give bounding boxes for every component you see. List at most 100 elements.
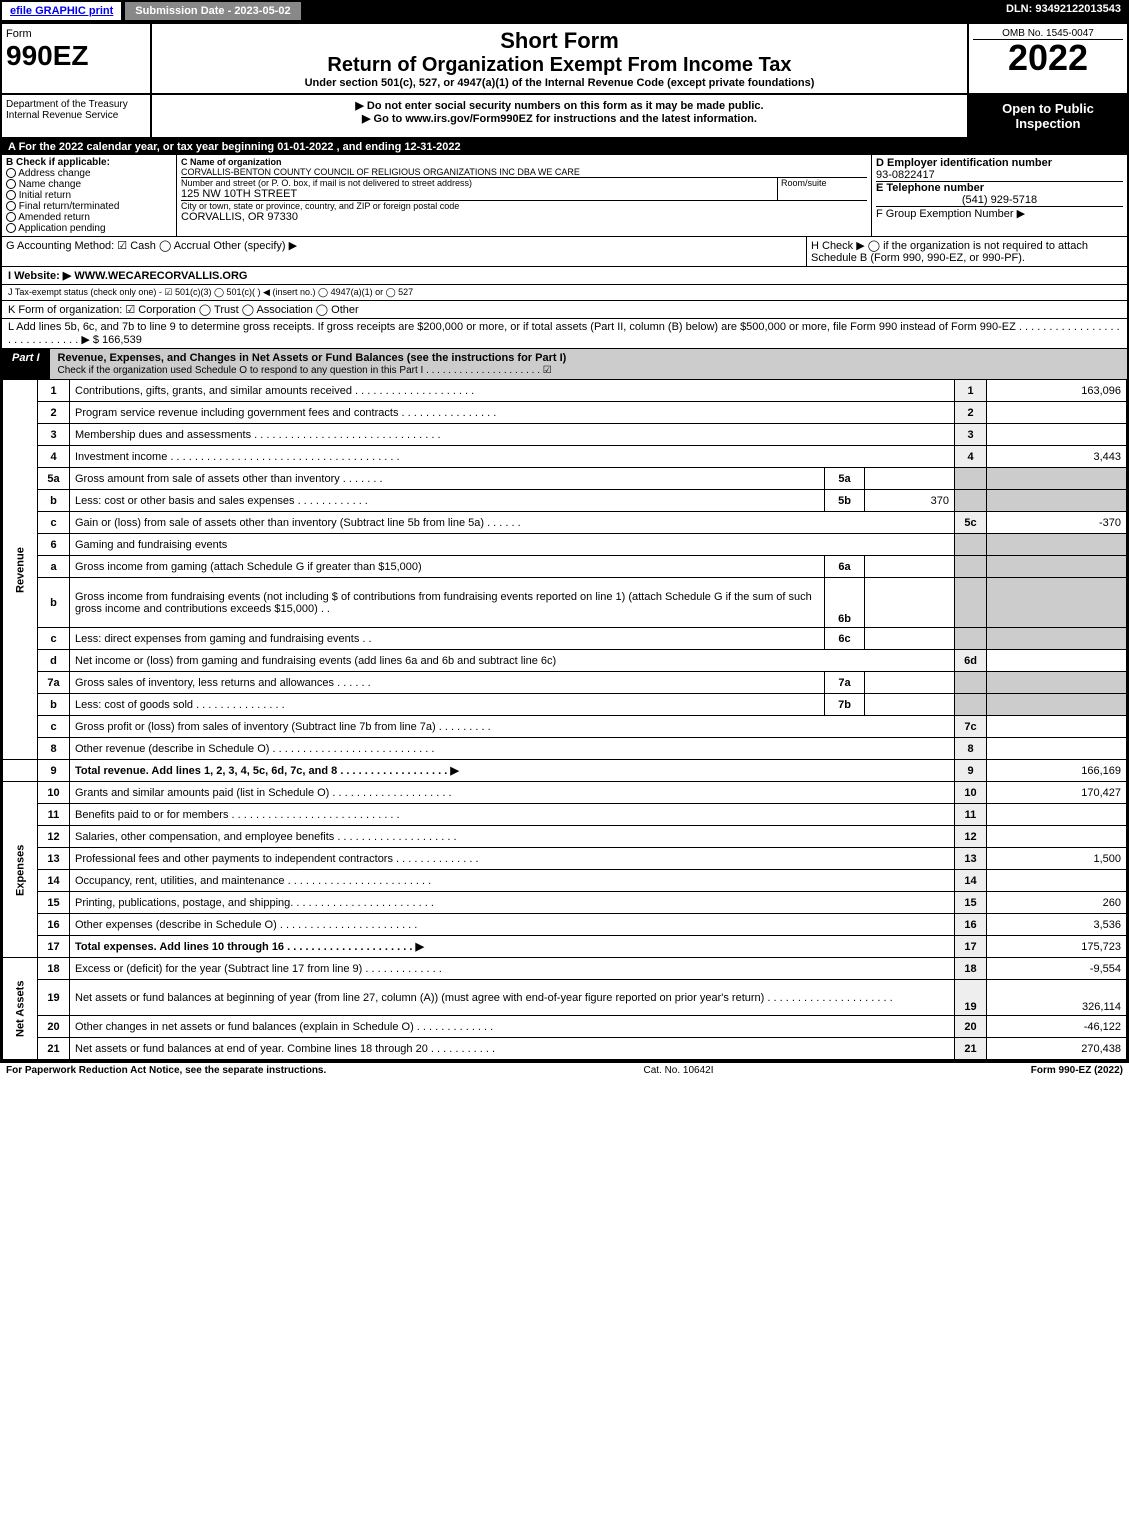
line-i: I Website: ▶ WWW.WECARECORVALLIS.ORG	[2, 267, 1127, 285]
r7b-n: b	[38, 694, 70, 716]
r10-n: 10	[38, 782, 70, 804]
r14-desc: Occupancy, rent, utilities, and maintena…	[70, 870, 955, 892]
r3-desc: Membership dues and assessments . . . . …	[70, 424, 955, 446]
part1-tab: Part I	[2, 349, 50, 379]
r13-n: 13	[38, 848, 70, 870]
ein: 93-0822417	[876, 169, 1123, 181]
r5a-shade1	[955, 468, 987, 490]
r17-desc: Total expenses. Add lines 10 through 16 …	[70, 936, 955, 958]
r6c-desc: Less: direct expenses from gaming and fu…	[70, 628, 825, 650]
r1-ln: 1	[955, 380, 987, 402]
r7a-subamt	[865, 672, 955, 694]
section-def: D Employer identification number 93-0822…	[872, 155, 1127, 236]
r6a-n: a	[38, 556, 70, 578]
r12-desc: Salaries, other compensation, and employ…	[70, 826, 955, 848]
r4-n: 4	[38, 446, 70, 468]
r4-desc: Investment income . . . . . . . . . . . …	[70, 446, 955, 468]
r19-amt: 326,114	[987, 980, 1127, 1016]
r6b-n: b	[38, 578, 70, 628]
r14-n: 14	[38, 870, 70, 892]
c-label: C Name of organization	[181, 157, 867, 167]
r7a-shade2	[987, 672, 1127, 694]
r15-amt: 260	[987, 892, 1127, 914]
subtitle: Under section 501(c), 527, or 4947(a)(1)…	[156, 77, 963, 89]
check-amended-return[interactable]	[6, 212, 16, 222]
expenses-label: Expenses	[3, 782, 38, 958]
street-label: Number and street (or P. O. box, if mail…	[181, 178, 777, 188]
r11-ln: 11	[955, 804, 987, 826]
r16-amt: 3,536	[987, 914, 1127, 936]
r6c-shade2	[987, 628, 1127, 650]
r6a-shade2	[987, 556, 1127, 578]
part1-sub: Check if the organization used Schedule …	[58, 365, 552, 376]
r5a-sub: 5a	[825, 468, 865, 490]
form-container: Form 990EZ Short Form Return of Organiza…	[0, 22, 1129, 1062]
r5a-shade2	[987, 468, 1127, 490]
r15-n: 15	[38, 892, 70, 914]
r6a-sub: 6a	[825, 556, 865, 578]
line-h: H Check ▶ ◯ if the organization is not r…	[807, 237, 1127, 266]
part1-header: Part I Revenue, Expenses, and Changes in…	[2, 349, 1127, 379]
sub-header: Department of the Treasury Internal Reve…	[2, 95, 1127, 139]
r10-ln: 10	[955, 782, 987, 804]
r19-desc: Net assets or fund balances at beginning…	[70, 980, 955, 1016]
check-address-change[interactable]	[6, 168, 16, 178]
r12-ln: 12	[955, 826, 987, 848]
city-state-zip: CORVALLIS, OR 97330	[181, 211, 867, 223]
r6-desc: Gaming and fundraising events	[70, 534, 955, 556]
r6d-n: d	[38, 650, 70, 672]
r13-amt: 1,500	[987, 848, 1127, 870]
room-label: Room/suite	[781, 178, 867, 188]
r1-n: 1	[38, 380, 70, 402]
footer-right: Form 990-EZ (2022)	[1031, 1065, 1123, 1076]
r7a-n: 7a	[38, 672, 70, 694]
dept-treasury: Department of the Treasury Internal Reve…	[2, 95, 152, 137]
r3-n: 3	[38, 424, 70, 446]
r3-amt	[987, 424, 1127, 446]
r6b-sub: 6b	[825, 578, 865, 628]
f-label: F Group Exemption Number ▶	[876, 206, 1123, 220]
r5c-amt: -370	[987, 512, 1127, 534]
r17-amt: 175,723	[987, 936, 1127, 958]
b-item-5: Application pending	[18, 223, 105, 234]
r14-ln: 14	[955, 870, 987, 892]
r6a-desc: Gross income from gaming (attach Schedul…	[70, 556, 825, 578]
r11-amt	[987, 804, 1127, 826]
footer: For Paperwork Reduction Act Notice, see …	[0, 1062, 1129, 1078]
r18-ln: 18	[955, 958, 987, 980]
r2-ln: 2	[955, 402, 987, 424]
r8-ln: 8	[955, 738, 987, 760]
warning-ssn: ▶ Do not enter social security numbers o…	[156, 99, 963, 112]
form-number: 990EZ	[6, 40, 146, 72]
r6d-desc: Net income or (loss) from gaming and fun…	[70, 650, 955, 672]
tax-year: 2022	[973, 40, 1123, 76]
r9-ln: 9	[955, 760, 987, 782]
r13-desc: Professional fees and other payments to …	[70, 848, 955, 870]
r16-desc: Other expenses (describe in Schedule O) …	[70, 914, 955, 936]
r5b-sub: 5b	[825, 490, 865, 512]
r6-shade1	[955, 534, 987, 556]
d-label: D Employer identification number	[876, 157, 1123, 169]
r18-n: 18	[38, 958, 70, 980]
check-name-change[interactable]	[6, 179, 16, 189]
r7c-amt	[987, 716, 1127, 738]
r19-ln: 19	[955, 980, 987, 1016]
r11-n: 11	[38, 804, 70, 826]
r4-amt: 3,443	[987, 446, 1127, 468]
line-k: K Form of organization: ☑ Corporation ◯ …	[2, 301, 1127, 319]
r20-amt: -46,122	[987, 1016, 1127, 1038]
r6a-shade1	[955, 556, 987, 578]
check-application-pending[interactable]	[6, 223, 16, 233]
efile-print-link[interactable]: efile GRAPHIC print	[0, 0, 123, 22]
check-initial-return[interactable]	[6, 190, 16, 200]
r5b-desc: Less: cost or other basis and sales expe…	[70, 490, 825, 512]
check-final-return[interactable]	[6, 201, 16, 211]
r6b-shade1	[955, 578, 987, 628]
r6c-sub: 6c	[825, 628, 865, 650]
r21-n: 21	[38, 1038, 70, 1060]
r9-n: 9	[38, 760, 70, 782]
r6a-subamt	[865, 556, 955, 578]
r6-shade2	[987, 534, 1127, 556]
r4-ln: 4	[955, 446, 987, 468]
r2-amt	[987, 402, 1127, 424]
